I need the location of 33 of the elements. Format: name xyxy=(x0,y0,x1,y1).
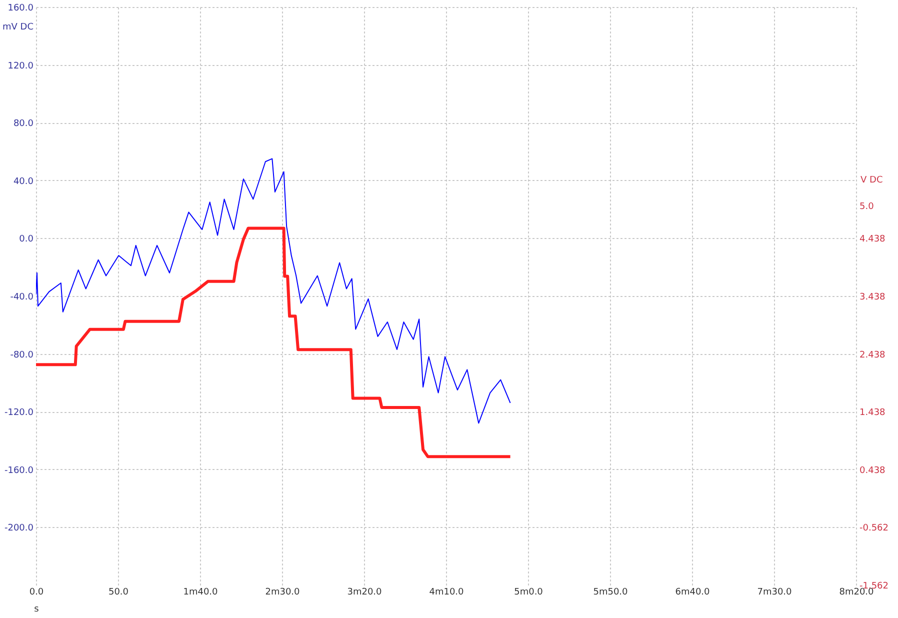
y2-tick-label: 4.438 xyxy=(860,234,886,245)
y-tick-label: 80.0 xyxy=(13,119,34,130)
x-tick-label: 5m0.0 xyxy=(514,588,544,598)
y-tick-label: -120.0 xyxy=(4,408,34,418)
y2-tick-label: 2.438 xyxy=(860,350,886,360)
y-tick-label: -200.0 xyxy=(4,524,34,534)
x-tick-label: 50.0 xyxy=(108,588,129,598)
x-tick-label: 5m50.0 xyxy=(593,588,628,598)
y2-tick-label: -0.562 xyxy=(860,524,889,534)
y-tick-label: -40.0 xyxy=(10,292,34,302)
y2-tick-label: 3.438 xyxy=(860,292,886,302)
x-tick-label: 8m20.0 xyxy=(839,588,874,598)
x-tick-label: 0.0 xyxy=(29,588,44,598)
y-tick-label: -80.0 xyxy=(10,350,34,360)
y-tick-label: 0.0 xyxy=(19,234,34,245)
y2-tick-label: 5.0 xyxy=(860,202,874,212)
line-series xyxy=(36,226,512,458)
y-tick-label: 160.0 xyxy=(8,4,34,14)
x-tick-label: 6m40.0 xyxy=(675,588,710,598)
y2-tick-label: 0.438 xyxy=(860,466,886,476)
x-tick-label: 1m40.0 xyxy=(183,588,218,598)
y-tick-label: -160.0 xyxy=(4,466,34,476)
y-tick-label: 40.0 xyxy=(13,176,34,187)
x-tick-label: 2m30.0 xyxy=(265,588,300,598)
x-axis-title: s xyxy=(34,604,40,614)
y-tick-label: 120.0 xyxy=(8,61,34,72)
y2-tick-label: 1.438 xyxy=(860,408,886,418)
y-axis-title: mV DC xyxy=(2,22,34,32)
y2-axis-title: V DC xyxy=(860,176,883,186)
x-tick-label: 7m30.0 xyxy=(757,588,792,598)
x-tick-label: 3m20.0 xyxy=(347,588,382,598)
x-tick-label: 4m10.0 xyxy=(429,588,464,598)
line-series xyxy=(36,158,511,424)
